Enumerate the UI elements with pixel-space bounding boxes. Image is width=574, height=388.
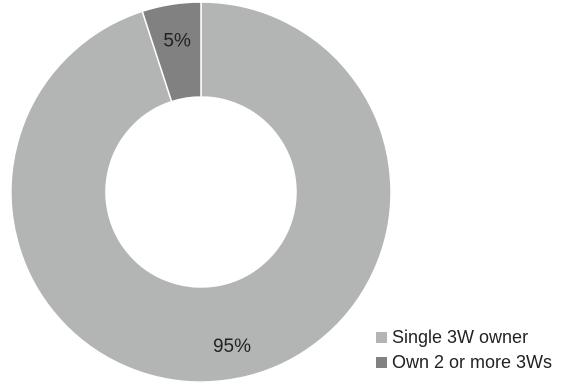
legend-label-single-owner: Single 3W owner (392, 327, 529, 347)
legend-item-multi-owner: Own 2 or more 3Ws (376, 350, 552, 375)
slice-single-owner (10, 1, 392, 383)
legend-swatch-multi-owner (376, 357, 387, 368)
slice-multi-owner (141, 1, 202, 103)
chart-legend: Single 3W owner Own 2 or more 3Ws (376, 325, 552, 375)
legend-label-multi-owner: Own 2 or more 3Ws (392, 352, 553, 372)
data-label-multi-owner: 5% (163, 30, 191, 51)
legend-swatch-single-owner (376, 332, 387, 343)
data-label-single-owner: 95% (213, 336, 251, 357)
legend-item-single-owner: Single 3W owner (376, 325, 552, 350)
